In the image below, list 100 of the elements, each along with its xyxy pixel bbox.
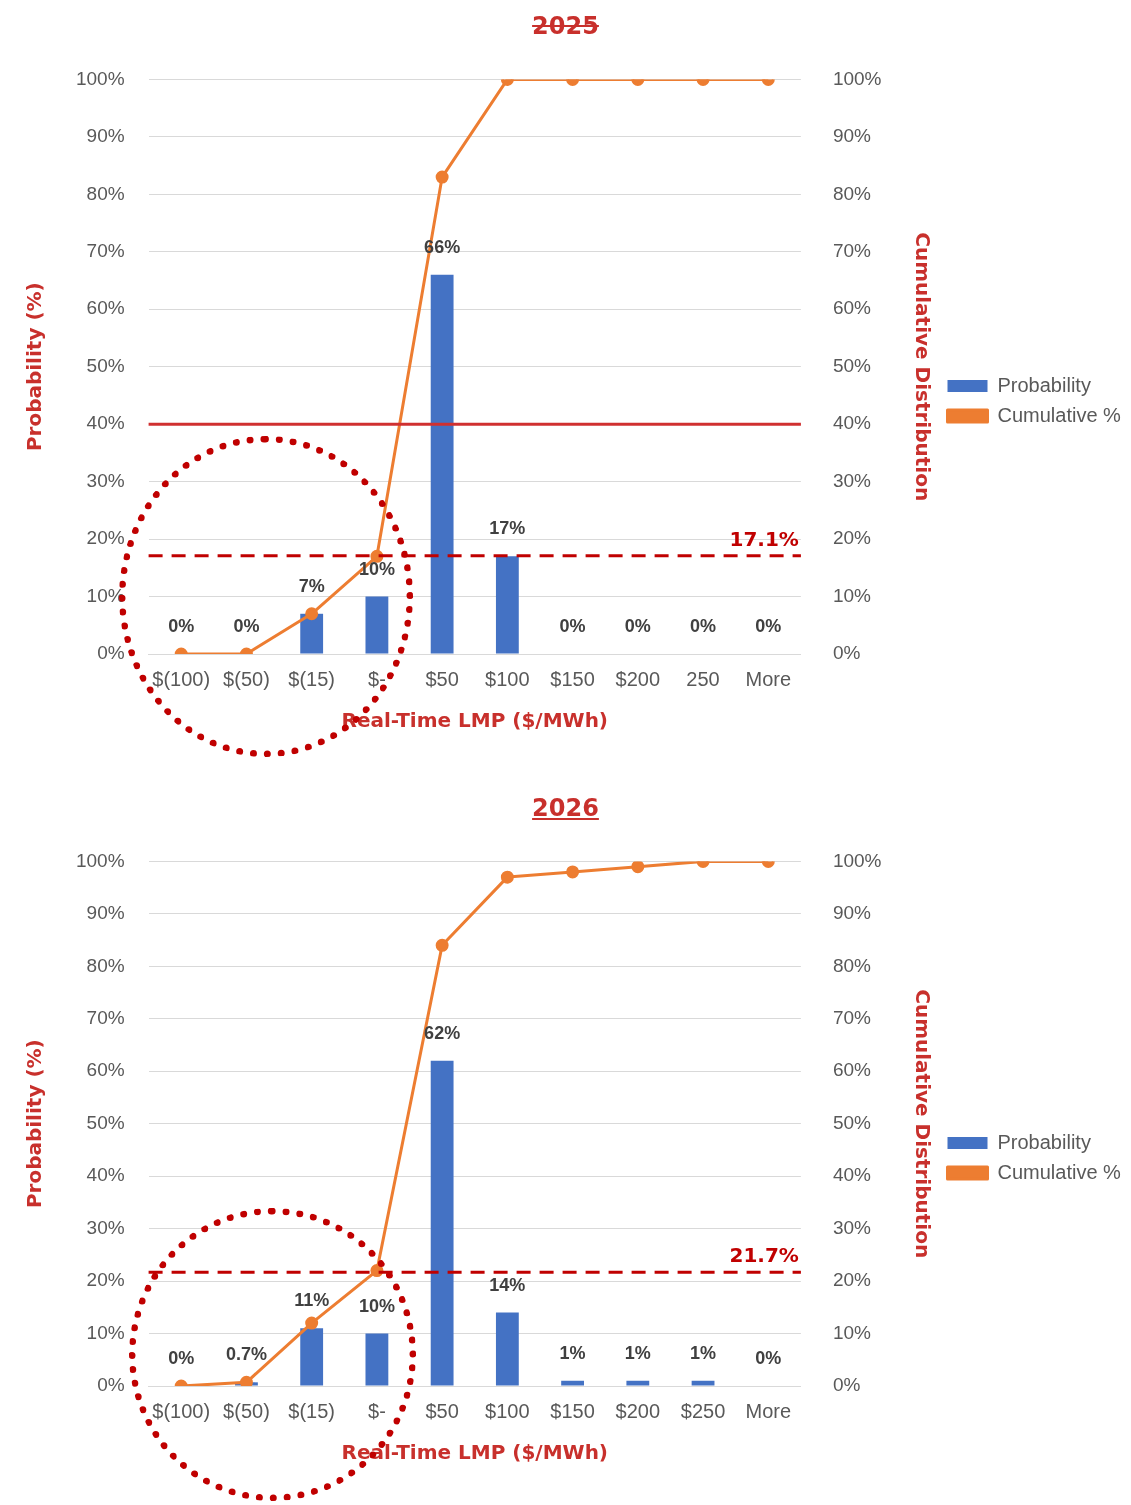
y2-tick-label: 60% xyxy=(832,297,872,319)
y-tick-label: 90% xyxy=(86,125,125,147)
data-label: 10% xyxy=(358,1295,395,1316)
y2-tick-label: 70% xyxy=(832,1007,872,1029)
x-tick-label: $(15) xyxy=(288,667,336,690)
y2-axis-title: Cumulative Distribution xyxy=(911,989,936,1259)
legend-label: Probability xyxy=(997,1130,1091,1153)
legend-label: Probability xyxy=(997,373,1091,396)
y-tick-label: 70% xyxy=(86,1007,125,1029)
data-label: 0% xyxy=(168,1347,195,1368)
bar xyxy=(691,1380,715,1386)
data-label: 1% xyxy=(624,1342,651,1363)
y2-tick-label: 100% xyxy=(832,67,882,89)
point xyxy=(435,938,449,952)
x-tick-label: 250 xyxy=(686,667,720,690)
y2-tick-label: 20% xyxy=(832,527,872,549)
bar xyxy=(495,1312,519,1386)
data-label: 0% xyxy=(168,615,195,636)
bar xyxy=(365,596,389,654)
y-tick-label: 50% xyxy=(86,1111,125,1133)
point xyxy=(631,861,645,874)
data-label: 0.7% xyxy=(225,1344,267,1365)
legend-label: Cumulative % xyxy=(997,1160,1122,1183)
bar xyxy=(626,1380,650,1386)
bar xyxy=(300,1328,324,1386)
point xyxy=(500,870,514,884)
data-label: 0% xyxy=(233,615,260,636)
y2-tick-label: 10% xyxy=(832,584,872,606)
data-label: 1% xyxy=(559,1342,586,1363)
y2-tick-label: 50% xyxy=(832,354,872,376)
data-label: 11% xyxy=(294,1290,330,1311)
x-tick-label: $150 xyxy=(550,1399,595,1422)
x-axis-title: Real-Time LMP ($/MWh) xyxy=(341,1440,609,1465)
y-tick-label: 90% xyxy=(86,902,125,924)
y-tick-label: 100% xyxy=(75,67,125,89)
y2-tick-label: 90% xyxy=(832,125,872,147)
y-axis-title: Probability (%) xyxy=(22,1039,47,1209)
x-tick-label: $(50) xyxy=(223,667,270,690)
data-label: 17% xyxy=(489,518,526,539)
y2-axis-title: Cumulative Distribution xyxy=(911,232,936,502)
data-label: 0% xyxy=(755,1347,782,1368)
y2-tick-label: 80% xyxy=(832,182,872,204)
y-tick-label: 80% xyxy=(86,182,125,204)
y-tick-label: 50% xyxy=(86,354,125,376)
x-tick-label: $(100) xyxy=(152,667,211,690)
bar xyxy=(300,613,324,654)
y-tick-label: 20% xyxy=(86,1269,125,1291)
y-axis-title: Probability (%) xyxy=(22,282,47,452)
y-tick-label: 40% xyxy=(86,412,125,434)
y2-tick-label: 10% xyxy=(832,1321,872,1343)
x-tick-label: $150 xyxy=(550,667,595,690)
point xyxy=(566,865,580,879)
y2-tick-label: 80% xyxy=(832,954,872,976)
chart-title: 2026 xyxy=(531,793,600,824)
x-tick-label: $200 xyxy=(615,667,661,690)
y-tick-label: 40% xyxy=(86,1164,125,1186)
y2-tick-label: 30% xyxy=(832,1216,872,1238)
x-tick-label: $200 xyxy=(615,1399,661,1422)
x-tick-label: $- xyxy=(368,1399,386,1422)
bar xyxy=(495,556,519,654)
data-label: 14% xyxy=(489,1274,526,1295)
data-label: 0% xyxy=(690,615,717,636)
legend-label: Cumulative % xyxy=(997,403,1122,426)
point xyxy=(239,1375,253,1386)
x-tick-label: $250 xyxy=(680,1399,726,1422)
ref-line-label: 17.1% xyxy=(729,526,799,551)
bar xyxy=(365,1333,389,1386)
data-label: 0% xyxy=(755,615,782,636)
point xyxy=(305,1316,319,1330)
y-tick-label: 100% xyxy=(75,849,125,871)
y-tick-label: 30% xyxy=(86,469,125,491)
x-tick-label: More xyxy=(745,667,792,690)
x-tick-label: $- xyxy=(368,667,386,690)
x-tick-label: $(100) xyxy=(152,1399,211,1422)
y-tick-label: 10% xyxy=(86,1321,125,1343)
y-tick-label: 30% xyxy=(86,1216,125,1238)
y-tick-label: 60% xyxy=(86,1059,125,1081)
y2-tick-label: 70% xyxy=(832,240,872,262)
data-label: 0% xyxy=(624,615,651,636)
y2-tick-label: 20% xyxy=(832,1269,872,1291)
y2-tick-label: 100% xyxy=(832,849,882,871)
bar xyxy=(430,274,454,654)
y2-tick-label: 0% xyxy=(832,642,861,664)
bar xyxy=(430,1060,454,1386)
y-tick-label: 60% xyxy=(86,297,125,319)
x-tick-label: $(50) xyxy=(223,1399,270,1422)
ref-line-label: 21.7% xyxy=(729,1243,799,1268)
data-label: 0% xyxy=(559,615,586,636)
x-tick-label: $50 xyxy=(425,1399,459,1422)
y-tick-label: 0% xyxy=(97,642,125,664)
y-tick-label: 0% xyxy=(97,1374,125,1396)
chart-title: 2025 xyxy=(531,11,600,42)
x-tick-label: $(15) xyxy=(288,1399,336,1422)
x-tick-label: $50 xyxy=(425,667,459,690)
y-tick-label: 20% xyxy=(86,527,125,549)
x-tick-label: $100 xyxy=(485,1399,530,1422)
y2-tick-label: 40% xyxy=(832,1164,872,1186)
y2-tick-label: 90% xyxy=(832,902,872,924)
y2-tick-label: 30% xyxy=(832,469,872,491)
y2-tick-label: 0% xyxy=(832,1374,861,1396)
